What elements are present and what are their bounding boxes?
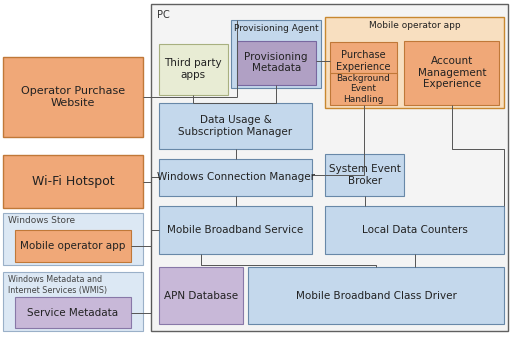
Text: Windows Connection Manager: Windows Connection Manager <box>157 172 314 183</box>
Text: Mobile Broadband Service: Mobile Broadband Service <box>167 225 304 235</box>
FancyBboxPatch shape <box>237 41 316 84</box>
Text: Wi-Fi Hotspot: Wi-Fi Hotspot <box>32 175 114 188</box>
FancyBboxPatch shape <box>15 230 131 262</box>
Text: APN Database: APN Database <box>164 291 238 301</box>
FancyBboxPatch shape <box>325 206 504 254</box>
FancyBboxPatch shape <box>325 154 404 196</box>
FancyBboxPatch shape <box>330 73 397 105</box>
Text: Windows Store: Windows Store <box>8 216 75 225</box>
Text: Mobile Broadband Class Driver: Mobile Broadband Class Driver <box>296 291 457 301</box>
Text: Service Metadata: Service Metadata <box>28 308 118 318</box>
Text: Provisioning Agent: Provisioning Agent <box>234 24 318 33</box>
Text: PC: PC <box>157 10 170 20</box>
FancyBboxPatch shape <box>3 57 143 137</box>
Text: Provisioning
Metadata: Provisioning Metadata <box>244 52 308 73</box>
Text: Mobile operator app: Mobile operator app <box>20 241 125 251</box>
FancyBboxPatch shape <box>151 4 508 331</box>
FancyBboxPatch shape <box>231 20 321 88</box>
FancyBboxPatch shape <box>404 41 499 105</box>
FancyBboxPatch shape <box>159 267 243 324</box>
Text: Data Usage &
Subscription Manager: Data Usage & Subscription Manager <box>179 115 292 137</box>
Text: Purchase
Experience: Purchase Experience <box>336 50 391 72</box>
FancyBboxPatch shape <box>159 44 228 95</box>
FancyBboxPatch shape <box>3 213 143 265</box>
Text: Local Data Counters: Local Data Counters <box>362 225 467 235</box>
FancyBboxPatch shape <box>159 103 312 149</box>
FancyBboxPatch shape <box>159 206 312 254</box>
FancyBboxPatch shape <box>330 42 397 79</box>
Text: Background
Event
Handling: Background Event Handling <box>336 74 391 104</box>
Text: Mobile operator app: Mobile operator app <box>369 21 460 30</box>
Text: Windows Metadata and
Internet Services (WMIS): Windows Metadata and Internet Services (… <box>8 275 107 295</box>
Text: Third party
apps: Third party apps <box>164 58 222 80</box>
Text: Operator Purchase
Website: Operator Purchase Website <box>21 87 125 108</box>
FancyBboxPatch shape <box>3 155 143 208</box>
FancyBboxPatch shape <box>325 17 504 108</box>
FancyBboxPatch shape <box>15 297 131 328</box>
Text: Account
Management
Experience: Account Management Experience <box>418 56 486 89</box>
FancyBboxPatch shape <box>159 159 312 196</box>
FancyBboxPatch shape <box>3 272 143 331</box>
Text: System Event
Broker: System Event Broker <box>329 164 401 186</box>
FancyBboxPatch shape <box>248 267 504 324</box>
